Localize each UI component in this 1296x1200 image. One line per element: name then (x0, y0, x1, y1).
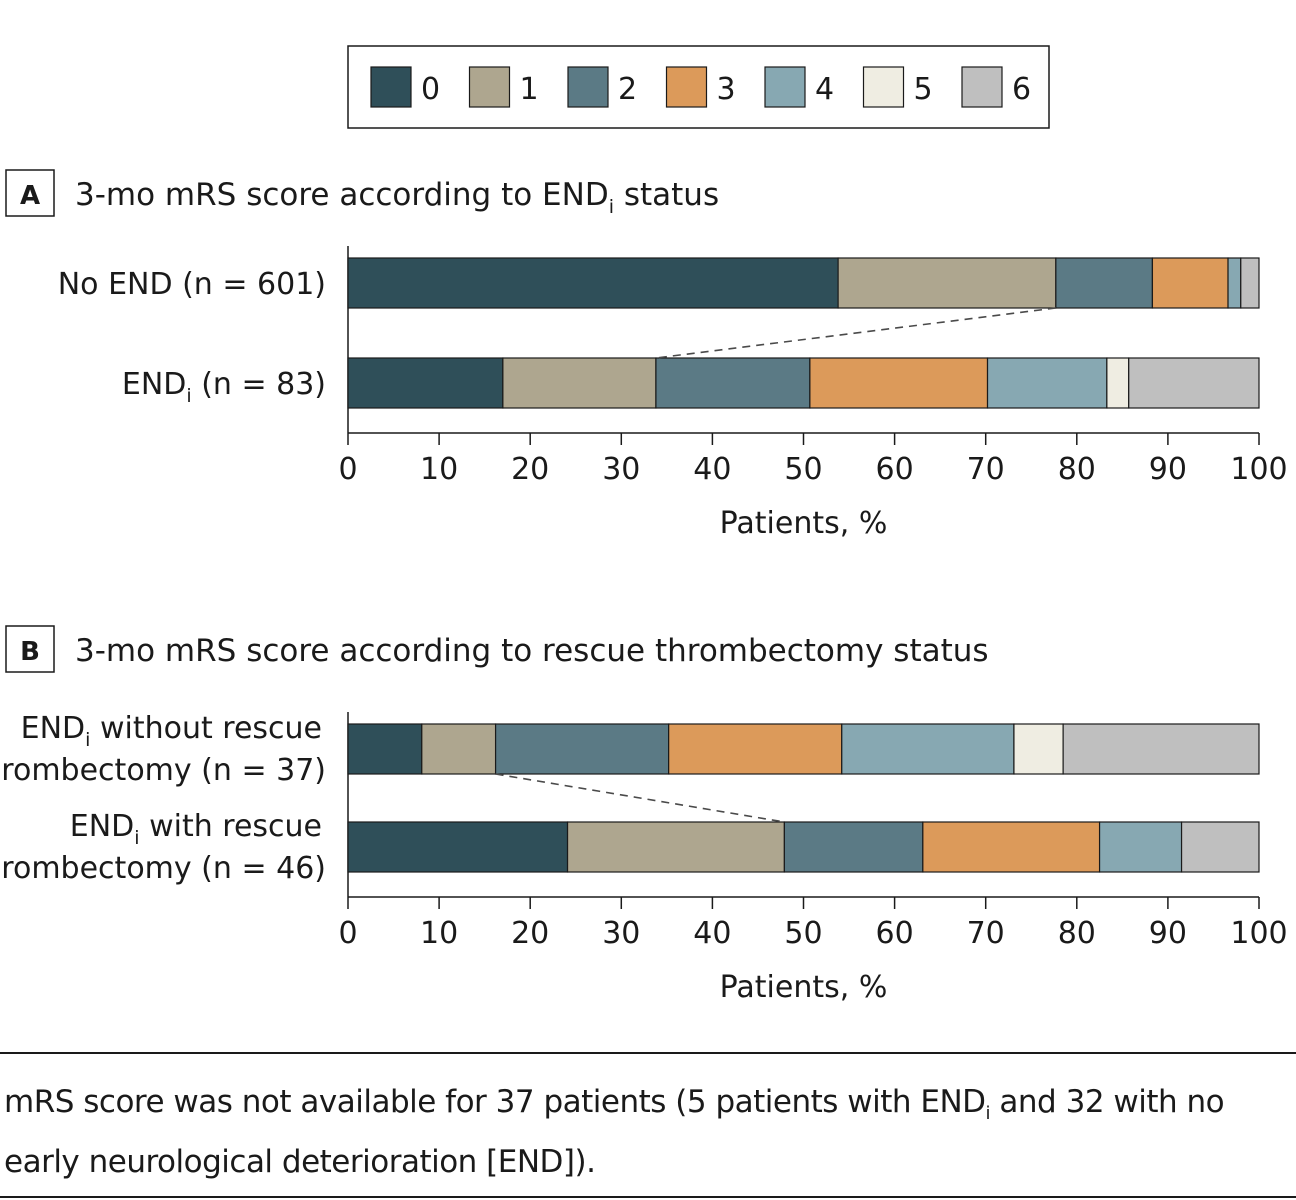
bar-segment-1-score-4 (841, 723, 1015, 775)
bar-segment-2-score-6 (1128, 357, 1260, 409)
legend-swatch-1 (468, 66, 511, 108)
bar-segment-2-score-4 (986, 357, 1108, 409)
bar-segment-1-score-0 (347, 257, 839, 309)
legend-swatch-3 (665, 66, 708, 108)
legend-swatch-6 (961, 66, 1003, 108)
figure-canvas: 0 1 2 3 4 5 6 A 3-mo mRS score according to EN… (0, 45, 1296, 1054)
bar-segment-2-score-4 (1098, 821, 1183, 873)
x-tick-label-60: 60 (876, 452, 914, 487)
bar-segment-1-score-2 (494, 723, 670, 775)
x-tick-label-60: 60 (876, 916, 914, 951)
legend-label-3: 3 (717, 72, 736, 107)
x-tick-label-0: 0 (338, 916, 357, 951)
footnote-bottom-rule (0, 1196, 1296, 1198)
panel-b-letter-box (5, 625, 55, 673)
bar-segment-2-score-2 (655, 357, 811, 409)
legend-label-4: 4 (815, 72, 834, 107)
bar-segment-1-score-6 (1240, 257, 1260, 309)
bar-segment-1-score-1 (421, 723, 497, 775)
legend-swatch-2 (567, 66, 609, 108)
bar-segment-1-score-3 (1151, 257, 1229, 309)
bar-segment-1-score-2 (1055, 257, 1154, 309)
x-tick-label-0: 0 (338, 452, 357, 487)
bar-segment-2-score-6 (1180, 821, 1260, 873)
category-label-2: ENDi (n = 83) (122, 367, 326, 407)
bar-segment-2-score-3 (922, 821, 1101, 873)
legend-label-1: 1 (520, 72, 539, 107)
bar-segment-2-score-1 (502, 357, 657, 409)
x-tick-label-90: 90 (1149, 916, 1187, 951)
footnote-line-1: mRS score was not available for 37 patie… (4, 1084, 1225, 1125)
connector-dashed-line (655, 307, 1056, 359)
bar-segment-2-score-0 (347, 357, 504, 409)
legend-swatch-0 (370, 66, 412, 108)
category-label-1: No END (n = 601) (58, 267, 326, 302)
x-tick-label-70: 70 (967, 916, 1005, 951)
bar-segment-1-score-4 (1227, 257, 1242, 309)
bar-segment-2-score-5 (1106, 357, 1130, 409)
panel-a-letter: A (20, 181, 40, 211)
legend-label-0: 0 (421, 72, 440, 107)
x-tick-label-70: 70 (967, 452, 1005, 487)
x-tick-label-20: 20 (511, 452, 549, 487)
category-label-1-line-2: thrombectomy (n = 37) (0, 753, 326, 788)
x-tick-label-80: 80 (1058, 452, 1096, 487)
x-tick-label-40: 40 (693, 452, 731, 487)
legend-label-5: 5 (914, 72, 933, 107)
x-tick-label-50: 50 (784, 452, 822, 487)
x-tick-label-50: 50 (784, 916, 822, 951)
bar-segment-2-score-1 (566, 821, 785, 873)
bar-segment-2-score-2 (783, 821, 924, 873)
panel-b-title: 3-mo mRS score according to rescue throm… (75, 633, 989, 669)
connector-dashed-line (495, 773, 785, 823)
panel-a-header: A 3-mo mRS score according to ENDi statu… (5, 169, 719, 218)
footnote: mRS score was not available for 37 patie… (4, 1078, 1294, 1187)
category-label-2-line-2: thrombectomy (n = 46) (0, 851, 326, 886)
x-tick-label-40: 40 (693, 916, 731, 951)
panel-b-letter: B (20, 637, 40, 667)
x-tick-label-30: 30 (602, 916, 640, 951)
panel-a-letter-box (5, 169, 55, 217)
legend-swatch-4 (764, 66, 806, 108)
x-tick-label-10: 10 (420, 916, 458, 951)
category-label-2-line-1: ENDi with rescue (70, 809, 322, 849)
legend: 0 1 2 3 4 5 6 (347, 45, 1050, 129)
x-axis-label: Patients, % (720, 970, 888, 1005)
x-tick-label-100: 100 (1230, 452, 1287, 487)
panel-a-title: 3-mo mRS score according to ENDi status (75, 177, 719, 218)
bar-segment-1-score-5 (1013, 723, 1064, 775)
x-axis-label: Patients, % (720, 506, 888, 541)
x-tick-label-10: 10 (420, 452, 458, 487)
category-label-1-line-1: ENDi without rescue (21, 711, 322, 751)
bar-segment-2-score-0 (347, 821, 569, 873)
x-tick-label-30: 30 (602, 452, 640, 487)
x-tick-label-20: 20 (511, 916, 549, 951)
panel-a-chart: No END (n = 601) ENDi (n = 83) 0 10 20 30 40 50… (58, 246, 1288, 541)
legend-label-2: 2 (618, 72, 637, 107)
bar-segment-1-score-0 (347, 723, 423, 775)
bar-segment-1-score-6 (1062, 723, 1260, 775)
bar-segment-2-score-3 (809, 357, 989, 409)
legend-swatch-5 (862, 66, 905, 108)
bar-segment-1-score-3 (668, 723, 843, 775)
bar-segment-1-score-1 (837, 257, 1057, 309)
panel-b-header: B 3-mo mRS score according to rescue thr… (5, 625, 989, 673)
x-tick-label-80: 80 (1058, 916, 1096, 951)
footnote-line-2: early neurological deterioration [END]). (4, 1144, 596, 1181)
x-tick-label-90: 90 (1149, 452, 1187, 487)
legend-label-6: 6 (1012, 72, 1031, 107)
x-tick-label-100: 100 (1230, 916, 1287, 951)
